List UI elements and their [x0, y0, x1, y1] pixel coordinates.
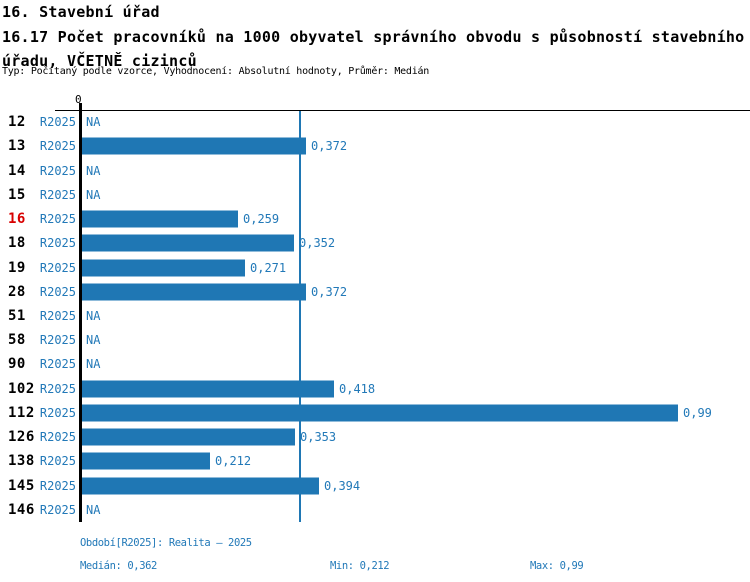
- row-period-label: R2025: [39, 308, 76, 323]
- row-value-label: 0,394: [324, 478, 361, 493]
- row-value-label: 0,352: [299, 236, 336, 251]
- row-id-label: 19: [8, 259, 26, 276]
- row-period-label: R2025: [39, 187, 76, 202]
- footer-min-label: Min: 0,212: [330, 560, 390, 572]
- row-period-label: R2025: [39, 381, 76, 396]
- row-id-label: 138: [8, 453, 35, 470]
- x-axis-zero-label: 0: [75, 93, 82, 106]
- chart-row: 112 R2025 0,99: [0, 401, 750, 425]
- value-bar: [82, 477, 319, 495]
- row-period-label: R2025: [39, 502, 76, 517]
- value-bar: [82, 137, 306, 155]
- row-id-label: 112: [8, 404, 35, 421]
- row-id-label: 102: [8, 380, 35, 397]
- chart-row: 28 R2025 0,372: [0, 280, 750, 304]
- row-period-label: R2025: [39, 478, 76, 493]
- row-period-label: R2025: [39, 454, 76, 469]
- row-value-label: 0,212: [215, 454, 252, 469]
- row-period-label: R2025: [39, 212, 76, 227]
- row-period-label: R2025: [39, 357, 76, 372]
- value-bar: [82, 380, 334, 398]
- value-bar: [82, 259, 245, 277]
- row-value-label: 0,99: [683, 405, 712, 420]
- row-id-label: 13: [8, 138, 26, 155]
- chart-row: 90 R2025 NA: [0, 352, 750, 376]
- chart-row: 51 R2025 NA: [0, 304, 750, 328]
- row-period-label: R2025: [39, 284, 76, 299]
- value-bar: [82, 428, 295, 446]
- chart-row: 15 R2025 NA: [0, 183, 750, 207]
- chart-row: 14 R2025 NA: [0, 158, 750, 182]
- chart-row: 18 R2025 0,352: [0, 231, 750, 255]
- row-period-label: R2025: [39, 115, 76, 130]
- chart-row: 126 R2025 0,353: [0, 425, 750, 449]
- x-axis-line: [55, 110, 750, 111]
- chart-row: 12 R2025 NA: [0, 110, 750, 134]
- value-bar: [82, 404, 678, 422]
- row-id-label: 16: [8, 211, 26, 228]
- row-id-label: 15: [8, 186, 26, 203]
- row-id-label: 12: [8, 114, 26, 131]
- row-id-label: 58: [8, 332, 26, 349]
- chart-row: 138 R2025 0,212: [0, 449, 750, 473]
- y-axis-line: [79, 103, 82, 522]
- median-line: [299, 111, 301, 522]
- chart-row: 13 R2025 0,372: [0, 134, 750, 158]
- value-bar: [82, 210, 238, 228]
- row-id-label: 90: [8, 356, 26, 373]
- row-id-label: 18: [8, 235, 26, 252]
- row-value-label: 0,259: [243, 212, 280, 227]
- row-value-label: 0,418: [339, 381, 376, 396]
- row-value-label: NA: [86, 163, 101, 178]
- row-id-label: 126: [8, 429, 35, 446]
- row-value-label: 0,372: [311, 139, 348, 154]
- row-period-label: R2025: [39, 163, 76, 178]
- footer-median-label: Medián: 0,362: [80, 560, 157, 572]
- section-title: 16. Stavební úřad: [2, 3, 160, 21]
- indicator-title: 16.17 Počet pracovníků na 1000 obyvatel …: [2, 28, 745, 70]
- row-value-label: 0,271: [250, 260, 287, 275]
- chart-row: 102 R2025 0,418: [0, 377, 750, 401]
- chart-row: 146 R2025 NA: [0, 498, 750, 522]
- row-id-label: 146: [8, 501, 35, 518]
- row-period-label: R2025: [39, 260, 76, 275]
- chart-meta-line: Typ: Počítaný podle vzorce, Vyhodnocení:…: [2, 66, 430, 77]
- row-value-label: NA: [86, 115, 101, 130]
- row-id-label: 28: [8, 283, 26, 300]
- row-period-label: R2025: [39, 333, 76, 348]
- value-bar: [82, 234, 294, 252]
- row-value-label: 0,353: [300, 430, 337, 445]
- chart-row: 16 R2025 0,259: [0, 207, 750, 231]
- row-period-label: R2025: [39, 405, 76, 420]
- value-bar: [82, 283, 306, 301]
- chart-row: 58 R2025 NA: [0, 328, 750, 352]
- footer-period-info: Období[R2025]: Realita – 2025: [80, 537, 252, 549]
- row-id-label: 145: [8, 477, 35, 494]
- row-value-label: NA: [86, 357, 101, 372]
- chart-rows: 12 R2025 NA 13 R2025 0,372 14 R2025 NA 1…: [0, 110, 750, 522]
- row-value-label: 0,372: [311, 284, 348, 299]
- row-period-label: R2025: [39, 139, 76, 154]
- row-id-label: 51: [8, 307, 26, 324]
- chart-row: 145 R2025 0,394: [0, 474, 750, 498]
- row-value-label: NA: [86, 333, 101, 348]
- value-bar: [82, 452, 210, 470]
- row-value-label: NA: [86, 308, 101, 323]
- chart-row: 19 R2025 0,271: [0, 255, 750, 279]
- row-value-label: NA: [86, 187, 101, 202]
- row-period-label: R2025: [39, 236, 76, 251]
- row-period-label: R2025: [39, 430, 76, 445]
- footer-max-label: Max: 0,99: [530, 560, 584, 572]
- row-value-label: NA: [86, 502, 101, 517]
- row-id-label: 14: [8, 162, 26, 179]
